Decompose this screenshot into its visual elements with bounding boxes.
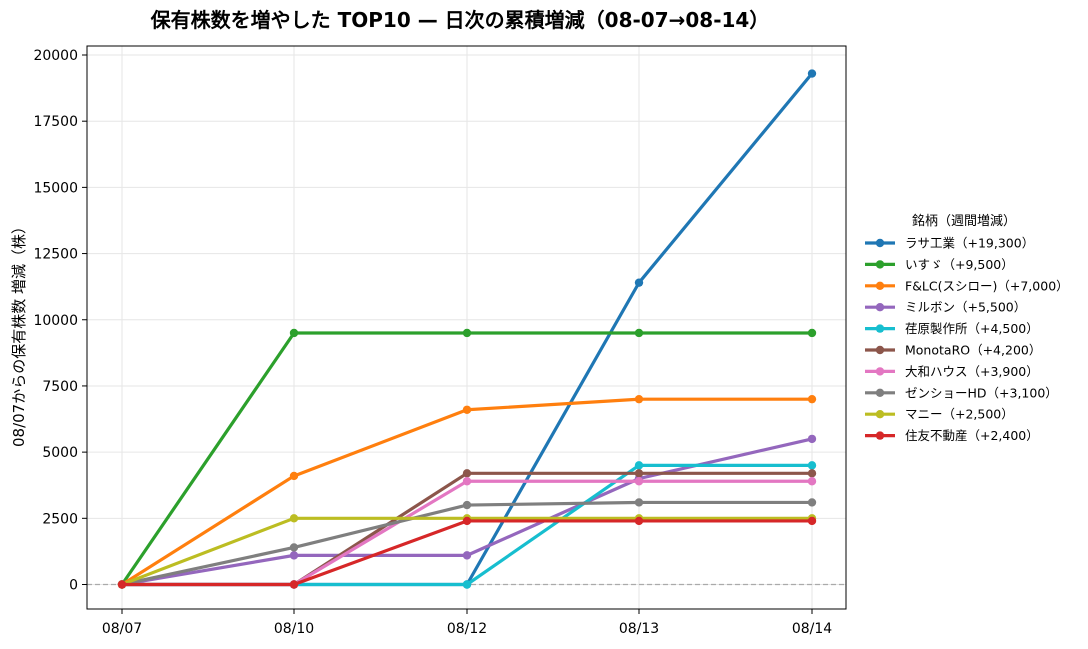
data-point [289, 543, 299, 552]
y-tick-label: 10000 [33, 313, 78, 329]
data-point [462, 328, 472, 338]
legend-label: マニー（+2,500） [905, 407, 1014, 422]
legend-swatch-marker [875, 281, 885, 290]
legend-swatch-marker [875, 367, 885, 376]
chart-title: 保有株数を増やした TOP10 — 日次の累積増減（08-07→08-14） [150, 8, 770, 32]
series-10 [117, 516, 817, 589]
legend-swatch-marker [875, 238, 885, 248]
data-point [289, 328, 299, 338]
x-tick-label: 08/12 [447, 621, 487, 637]
legend-label: 荏原製作所（+4,500） [905, 321, 1039, 336]
data-point [634, 394, 644, 404]
x-tick-label: 08/10 [274, 621, 314, 637]
data-point [289, 551, 299, 560]
data-point [807, 498, 817, 507]
data-point [807, 434, 817, 444]
data-point [462, 500, 472, 510]
data-point [807, 328, 817, 338]
y-tick-label: 12500 [33, 247, 78, 263]
y-tick-label: 20000 [33, 48, 78, 64]
data-point [807, 394, 817, 404]
data-point [462, 580, 472, 589]
data-point [462, 516, 472, 526]
legend-label: ゼンショーHD（+3,100） [905, 385, 1058, 400]
x-tick-label: 08/13 [619, 621, 659, 637]
data-point [462, 551, 472, 560]
legend-label: 住友不動産（+2,400） [905, 428, 1039, 443]
data-point [289, 580, 299, 589]
axes: 0 2500 5000 7500 10000 12500 15000 17500 20000 08… [33, 45, 847, 637]
data-point [634, 469, 644, 478]
legend-swatch-marker [875, 431, 885, 440]
y-tick-label: 17500 [33, 114, 78, 130]
data-point [634, 516, 644, 526]
y-tick-label: 2500 [42, 511, 78, 527]
y-tick-label: 5000 [42, 445, 78, 461]
legend-swatch-marker [875, 345, 885, 355]
legend-label: ミルボン（+5,500） [905, 300, 1026, 315]
y-tick-label: 0 [69, 578, 78, 594]
data-point [634, 498, 644, 507]
data-point [807, 69, 817, 78]
y-tick-label: 15000 [33, 180, 78, 196]
y-tick-label: 7500 [42, 379, 78, 395]
y-axis-label: 08/07からの保有株数 増減（株） [10, 219, 28, 447]
legend-swatch-marker [875, 260, 885, 269]
data-point [634, 278, 644, 287]
data-point [117, 580, 127, 589]
legend-label: F&LC(スシロー)（+7,000） [905, 278, 1069, 293]
data-point [634, 328, 644, 338]
legend-swatch-marker [875, 388, 885, 397]
data-point [462, 405, 472, 414]
data-point [807, 461, 817, 470]
legend-title: 銘柄（週間増減） [912, 213, 1016, 229]
x-tick-label: 08/07 [102, 621, 142, 637]
data-point [634, 461, 644, 470]
data-point [289, 514, 299, 523]
legend-label: いすゞ（+9,500） [905, 257, 1014, 272]
data-point [807, 477, 817, 486]
legend: 銘柄（週間増減） ラサ工業（+19,300） いすゞ（+9,500） F&LC(スシ… [865, 213, 1069, 443]
data-point [807, 516, 817, 526]
data-point [289, 471, 299, 481]
legend-swatch-marker [875, 410, 885, 419]
x-tick-label: 08/14 [792, 621, 832, 637]
legend-swatch-marker [875, 324, 885, 333]
data-point [634, 477, 644, 486]
legend-swatch-marker [875, 303, 885, 312]
legend-label: ラサ工業（+19,300） [905, 236, 1034, 251]
data-point [462, 469, 472, 478]
legend-label: 大和ハウス（+3,900） [905, 364, 1039, 379]
data-point [462, 477, 472, 486]
data-point [807, 469, 817, 478]
series-layer [117, 69, 817, 589]
legend-label: MonotaRO（+4,200） [905, 343, 1041, 358]
